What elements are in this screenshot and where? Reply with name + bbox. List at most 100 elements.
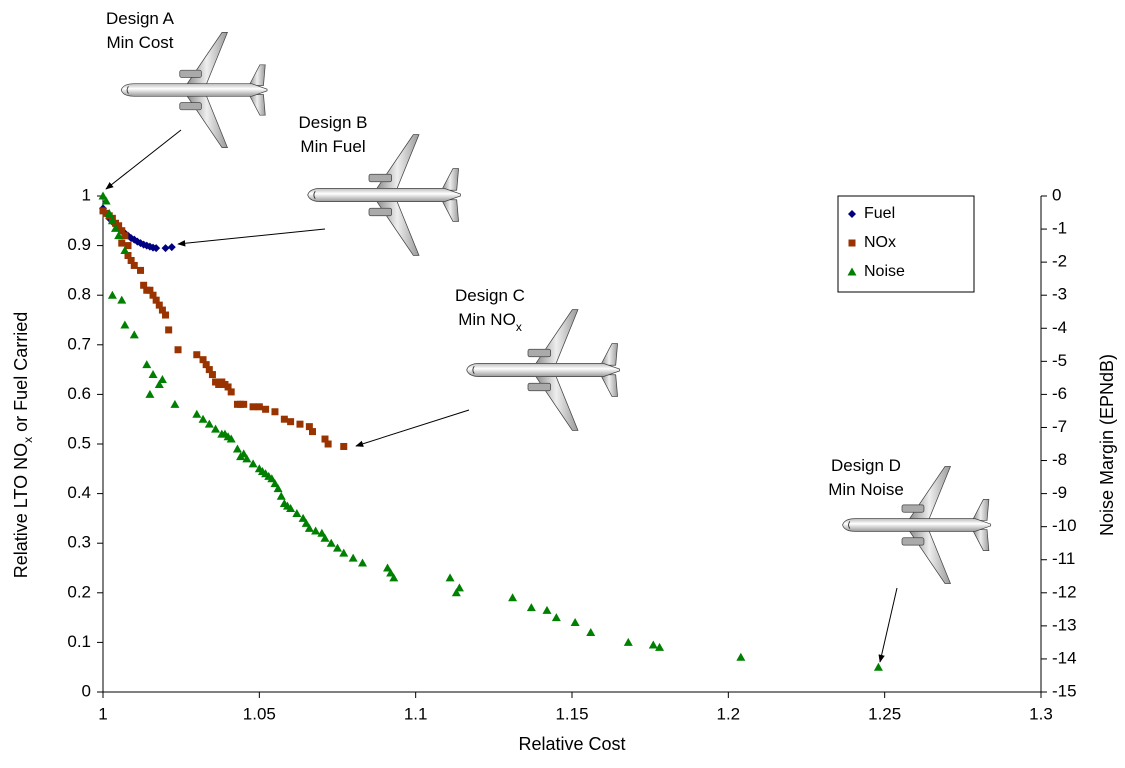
point [149,291,157,299]
point [445,573,455,582]
point [292,508,302,517]
point [311,526,321,535]
point [242,454,252,463]
point [120,246,130,255]
annotation: Design C [455,286,525,305]
point [273,484,283,493]
y2-tick-label: -7 [1052,417,1067,436]
x-tick-label: 1.3 [1029,704,1053,723]
point [154,379,164,388]
point [255,403,263,411]
y-tick-label: 0.2 [67,582,91,601]
point [121,232,129,240]
point [157,375,167,384]
y2-tick-label: -15 [1052,681,1077,700]
point [192,409,202,418]
y-axis-title: Relative LTO NOx or Fuel Carried [11,312,35,578]
annotation-line: Design B [299,113,368,132]
point [551,613,561,622]
y-tick-label: 0.9 [67,235,91,254]
y2-tick-label: -9 [1052,483,1067,502]
point [167,243,176,252]
y2-tick-label: -6 [1052,384,1067,403]
annotation: Min Cost [106,33,173,52]
point [117,295,127,304]
y2-tick-label: -5 [1052,351,1067,370]
point [326,538,336,547]
y2-tick-label: -1 [1052,219,1067,238]
y-tick-label: 0.3 [67,533,91,552]
y-tick-label: 0.5 [67,433,91,452]
point [276,491,286,500]
point [383,563,393,572]
annotation-line: Min NO [458,310,516,329]
y-tick-label: 0 [82,681,91,700]
point [873,662,883,671]
point [199,356,207,364]
point [193,351,201,359]
point [240,400,248,408]
point [301,518,311,527]
point [130,261,138,269]
point [111,223,121,232]
point [165,326,173,334]
point [280,415,288,423]
point [198,414,208,423]
point [296,420,304,428]
annotation: Design A [106,9,175,28]
point [454,583,464,592]
x-tick-label: 1.05 [243,704,276,723]
legend-label: Fuel [864,205,895,222]
point [271,408,279,416]
annotation: Design D [831,456,901,475]
point [324,440,332,448]
point [174,346,182,354]
point [118,227,126,235]
point [162,311,170,319]
annotation-subscript: x [516,320,522,334]
point [287,418,295,426]
point [227,388,235,396]
point [386,568,396,577]
y2-tick-label: -4 [1052,318,1067,337]
point [542,605,552,614]
point [570,618,580,627]
point [104,209,114,218]
y-axis-title-part: or Fuel Carried [11,312,31,437]
point [204,419,214,428]
point [124,242,132,250]
y2-tick-label: -8 [1052,450,1067,469]
y2-tick-label: -10 [1052,516,1077,535]
point [339,548,349,557]
annotation: Design B [299,113,368,132]
point [358,558,368,567]
annotation: Min NOx [458,310,522,334]
point [736,652,746,661]
y2-tick-label: -12 [1052,582,1077,601]
point [140,281,148,289]
point [129,330,139,339]
point [239,449,249,458]
point [655,642,665,651]
point [205,366,213,374]
annotation-line: Design D [831,456,901,475]
point [155,301,163,309]
legend-marker [847,267,857,276]
arrow [105,129,182,190]
point [101,196,111,205]
y2-tick-label: 0 [1052,185,1061,204]
point [249,403,257,411]
point [127,256,135,264]
point [333,543,342,552]
point [107,290,117,299]
point [107,216,117,225]
point [267,474,277,483]
point [137,266,145,274]
point [508,593,518,602]
point [232,444,242,453]
y2-tick-label: -14 [1052,648,1077,667]
point [648,640,658,649]
point [98,191,108,200]
arrows [105,129,898,663]
point [451,588,461,597]
